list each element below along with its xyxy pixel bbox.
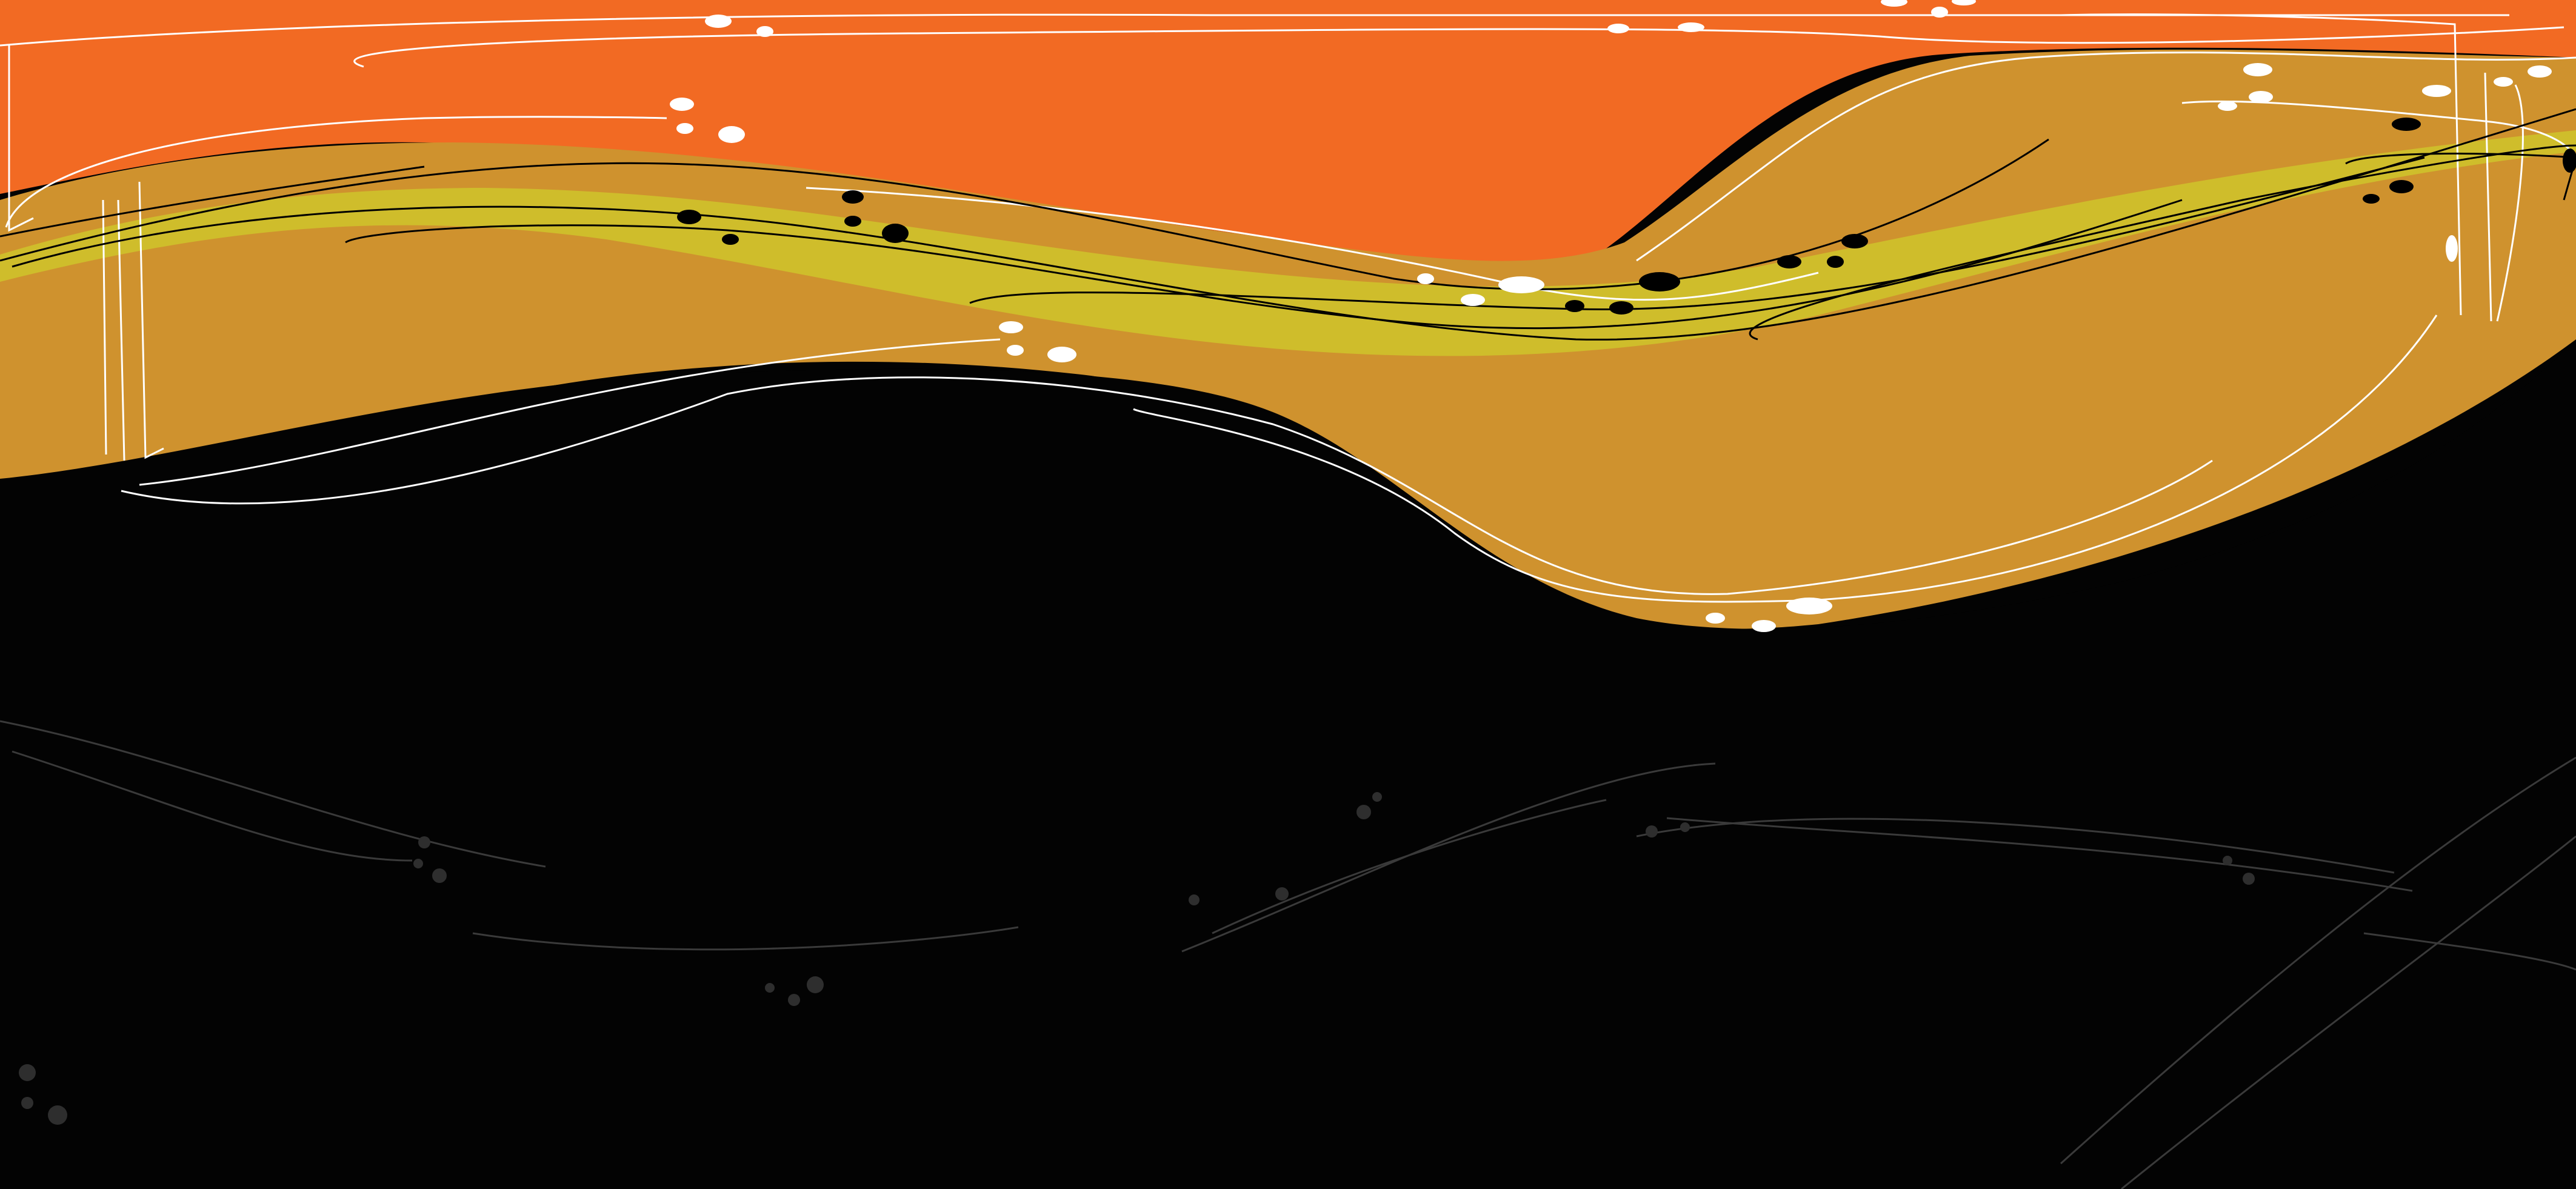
faint-dot bbox=[1372, 792, 1382, 802]
white-dot bbox=[1931, 7, 1948, 18]
black-wave-shape bbox=[0, 339, 2576, 1189]
white-dot bbox=[1952, 0, 1976, 5]
white-dot bbox=[718, 126, 745, 143]
white-line bbox=[139, 338, 1001, 486]
faint-dot bbox=[1275, 887, 1289, 901]
faint-dot bbox=[765, 983, 775, 993]
faint-line bbox=[2363, 932, 2576, 971]
black-line bbox=[12, 108, 2576, 341]
faint-line bbox=[1181, 762, 1716, 953]
white-line bbox=[138, 181, 164, 459]
white-line bbox=[2060, 13, 2462, 316]
white-dot bbox=[1752, 620, 1776, 632]
black-dot bbox=[722, 234, 739, 245]
white-dot bbox=[1047, 347, 1076, 362]
faint-dot bbox=[2223, 856, 2232, 865]
white-dot bbox=[1498, 276, 1544, 293]
white-dot bbox=[676, 123, 693, 134]
faint-dot bbox=[2243, 873, 2255, 885]
faint-line bbox=[1636, 818, 2395, 874]
white-dot bbox=[1786, 598, 1832, 614]
white-line bbox=[117, 199, 125, 461]
white-line bbox=[2496, 84, 2524, 322]
faint-line bbox=[12, 750, 413, 862]
orange-wave-band bbox=[0, 0, 2576, 263]
white-line bbox=[121, 376, 2213, 595]
white-line bbox=[2484, 72, 2492, 322]
white-dot bbox=[2249, 91, 2273, 103]
white-line-group bbox=[0, 13, 2576, 603]
faint-dot bbox=[1680, 822, 1690, 832]
faint-line bbox=[0, 720, 546, 868]
faint-dot bbox=[432, 868, 447, 883]
faint-dot bbox=[413, 859, 423, 868]
white-dot bbox=[705, 15, 732, 28]
faint-line bbox=[472, 926, 1019, 951]
faint-line bbox=[1212, 799, 1607, 934]
white-dot bbox=[1461, 294, 1485, 306]
faint-dot bbox=[19, 1064, 36, 1081]
white-dot bbox=[2243, 63, 2272, 76]
white-line bbox=[1636, 52, 2576, 262]
black-dot bbox=[1565, 300, 1584, 312]
white-dot-group bbox=[670, 0, 2552, 632]
black-dot bbox=[2563, 148, 2576, 173]
white-line bbox=[5, 116, 667, 228]
black-dot bbox=[1639, 272, 1680, 291]
white-dot bbox=[1881, 0, 1907, 7]
white-line bbox=[8, 45, 34, 232]
black-dot bbox=[2392, 118, 2421, 131]
white-dot bbox=[2422, 85, 2451, 97]
faint-line bbox=[2060, 756, 2576, 1165]
white-dot bbox=[1678, 22, 1704, 32]
black-line bbox=[345, 199, 2183, 330]
black-dot bbox=[1841, 234, 1868, 248]
faint-dot bbox=[1356, 805, 1371, 819]
black-dot bbox=[1609, 301, 1633, 315]
white-dot bbox=[2528, 65, 2552, 78]
black-dot bbox=[1827, 256, 1844, 268]
faint-line-group bbox=[0, 720, 2576, 1189]
faint-dot bbox=[788, 994, 800, 1006]
black-dot bbox=[1777, 255, 1801, 268]
black-dot bbox=[842, 190, 864, 204]
black-line bbox=[0, 165, 425, 238]
black-dot bbox=[844, 216, 861, 227]
white-line bbox=[806, 187, 1819, 301]
faint-dot bbox=[21, 1097, 33, 1109]
black-dot bbox=[2389, 180, 2414, 193]
faint-line bbox=[2121, 835, 2576, 1189]
faint-dot bbox=[1189, 894, 1200, 905]
white-dot bbox=[1417, 273, 1434, 284]
white-dot bbox=[999, 321, 1023, 333]
faint-dot bbox=[807, 976, 824, 993]
white-dot bbox=[2446, 235, 2458, 262]
black-dot-group bbox=[677, 118, 2576, 315]
faint-dot bbox=[418, 836, 430, 848]
white-line bbox=[2181, 100, 2576, 158]
faint-dot-group bbox=[19, 792, 2255, 1125]
white-dot bbox=[2218, 101, 2237, 111]
black-dot bbox=[2363, 194, 2380, 204]
white-dot bbox=[756, 26, 773, 37]
faint-line bbox=[1666, 817, 2413, 892]
white-line bbox=[102, 199, 107, 455]
white-dot bbox=[2494, 77, 2513, 87]
white-dot bbox=[1007, 345, 1024, 356]
black-line bbox=[0, 138, 2049, 290]
white-dot bbox=[1607, 24, 1629, 33]
white-line bbox=[353, 26, 2564, 68]
black-dot bbox=[882, 224, 909, 243]
faint-dot bbox=[48, 1105, 67, 1125]
white-line bbox=[1133, 315, 2438, 603]
white-dot bbox=[670, 98, 694, 111]
white-dot bbox=[1706, 613, 1725, 624]
faint-dot bbox=[1646, 825, 1658, 838]
olive-wave-stripe bbox=[0, 130, 2576, 356]
black-line bbox=[2345, 152, 2576, 201]
black-dot bbox=[677, 210, 701, 224]
